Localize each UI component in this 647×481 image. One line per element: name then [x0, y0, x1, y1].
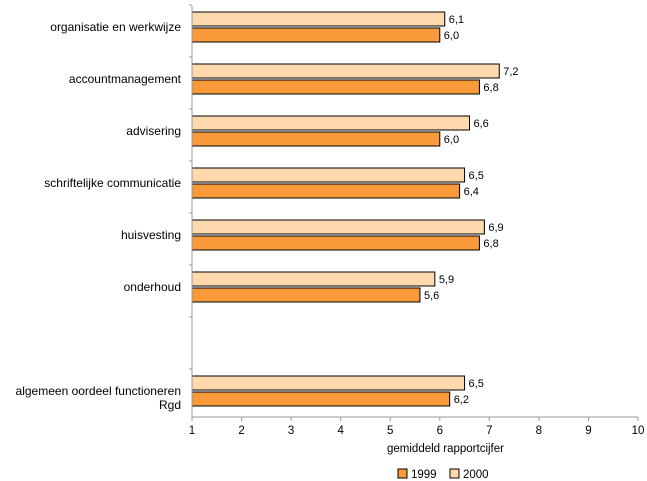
x-tick-label: 4	[337, 425, 344, 437]
data-label-1999: 6,2	[454, 394, 469, 406]
x-tick-label: 7	[486, 425, 492, 437]
bar-2000	[191, 167, 466, 183]
bar-1999	[191, 235, 480, 251]
data-label-2000: 7,2	[503, 66, 518, 78]
bar-2000	[191, 63, 500, 79]
bar-1999	[191, 27, 441, 43]
data-label-1999: 6,8	[483, 238, 498, 250]
bar-1999	[191, 391, 451, 407]
legend-swatch-2000	[449, 468, 460, 479]
bar-2000	[191, 11, 446, 27]
data-label-2000: 6,9	[488, 222, 503, 234]
category-label: schriftelijke communicatie	[44, 176, 181, 190]
bar-2000	[191, 219, 485, 235]
category-label: huisvesting	[121, 228, 181, 242]
x-tick-label: 1	[189, 425, 195, 437]
bar-1999	[191, 131, 441, 147]
category-labels: organisatie en werkwijze accountmanagemen…	[16, 20, 182, 412]
x-tick-label: 10	[632, 425, 645, 437]
category-label: advisering	[126, 124, 181, 138]
x-tick-label: 6	[437, 425, 443, 437]
x-axis-ticks: 1 2 3 4 5 6 7 8 9 10	[189, 417, 645, 437]
data-label-1999: 5,6	[424, 290, 439, 302]
legend-label-2000: 2000	[463, 469, 489, 481]
x-tick-label: 5	[387, 425, 393, 437]
x-axis-title: gemiddeld rapportcijfer	[387, 443, 504, 455]
bar-2000	[191, 375, 466, 391]
data-label-1999: 6,0	[444, 134, 459, 146]
bar-1999	[191, 183, 461, 199]
bars-layer: 6,16,07,26,86,66,06,56,46,96,85,95,66,56…	[191, 11, 519, 407]
data-label-1999: 6,4	[464, 186, 479, 198]
legend: 1999 2000	[397, 468, 489, 481]
data-label-2000: 6,5	[469, 170, 484, 182]
category-label: accountmanagement	[69, 72, 182, 86]
legend-label-1999: 1999	[411, 469, 437, 481]
data-label-2000: 6,1	[449, 14, 464, 26]
legend-swatch-1999	[397, 468, 408, 479]
data-label-1999: 6,0	[444, 30, 459, 42]
category-label: organisatie en werkwijze	[50, 20, 181, 34]
bar-1999	[191, 79, 480, 95]
category-label: Rgd	[159, 398, 181, 412]
x-tick-label: 9	[585, 425, 591, 437]
x-tick-label: 2	[238, 425, 244, 437]
category-label: algemeen oordeel functioneren	[16, 384, 181, 398]
bar-1999	[191, 287, 421, 303]
data-label-2000: 6,5	[469, 378, 484, 390]
axes-layer	[189, 4, 638, 418]
data-label-2000: 6,6	[474, 118, 489, 130]
category-label: onderhoud	[124, 280, 181, 294]
bar-2000	[191, 271, 436, 287]
data-label-2000: 5,9	[439, 274, 454, 286]
bar-2000	[191, 115, 471, 131]
x-tick-label: 3	[288, 425, 294, 437]
x-tick-label: 8	[536, 425, 542, 437]
data-label-1999: 6,8	[483, 82, 498, 94]
